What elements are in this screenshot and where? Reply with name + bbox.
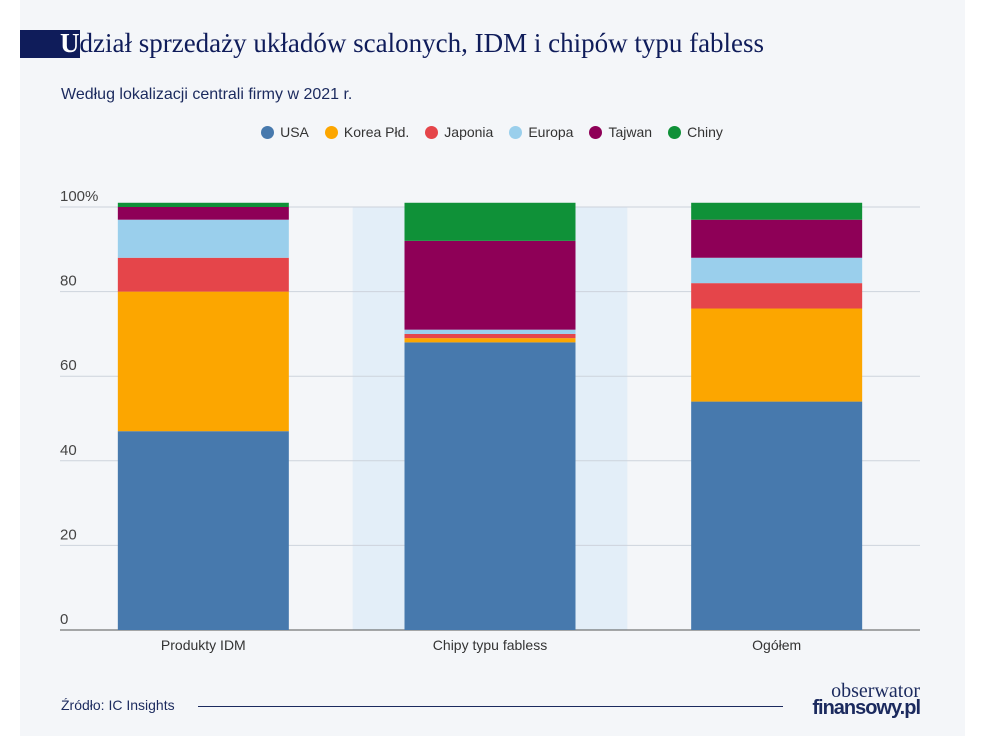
- bar-segment-japonia: [117, 257, 289, 292]
- y-tick-label: 20: [60, 526, 77, 543]
- bar-segment-korea-p-d-: [404, 338, 576, 343]
- bar-segment-tajwan: [404, 240, 576, 330]
- legend-label: Chiny: [687, 124, 723, 140]
- bar-segment-tajwan: [117, 207, 289, 220]
- legend-item: Europa: [509, 124, 573, 140]
- y-tick-label: 80: [60, 273, 77, 290]
- legend-label: Tajwan: [608, 124, 653, 140]
- legend-label: Japonia: [444, 124, 494, 140]
- legend-swatch: [509, 125, 523, 139]
- bar-segment-usa: [117, 431, 289, 630]
- legend-item: Chiny: [668, 124, 723, 140]
- bar-segment-europa: [117, 219, 289, 258]
- legend-item: Japonia: [425, 124, 493, 140]
- legend: USA Korea Płd. Japonia Europa Tajwan Chiny: [0, 124, 984, 140]
- legend-label: USA: [280, 124, 309, 140]
- legend-label: Korea Płd.: [343, 124, 410, 140]
- bar-segment-chiny: [404, 202, 576, 241]
- y-tick-label: 60: [60, 357, 77, 374]
- bar-segment-chiny: [691, 202, 863, 220]
- logo: obserwator finansowy.pl: [812, 680, 921, 719]
- legend-item: USA: [261, 124, 309, 140]
- bar-segment-europa: [404, 329, 576, 334]
- source-divider: [198, 706, 783, 707]
- legend-swatch: [589, 125, 603, 139]
- source-note: Źródło: IC Insights: [61, 697, 175, 713]
- legend-label: Europa: [528, 124, 574, 140]
- y-tick-label: 100%: [60, 188, 98, 205]
- legend-swatch: [324, 125, 338, 139]
- x-tick-label: Ogółem: [752, 637, 801, 653]
- legend-swatch: [668, 125, 682, 139]
- y-tick-label: 40: [60, 442, 77, 459]
- legend-item: Tajwan: [589, 124, 652, 140]
- title-accent: [20, 30, 80, 58]
- legend-swatch: [261, 125, 275, 139]
- x-tick-label: Chipy typu fabless: [433, 637, 547, 653]
- bar-segment-europa: [691, 257, 863, 284]
- legend-swatch: [425, 125, 439, 139]
- chart-subtitle: Według lokalizacji centrali firmy w 2021…: [61, 86, 353, 103]
- bar-segment-korea-p-d-: [117, 291, 289, 432]
- y-tick-label: 0: [60, 611, 68, 628]
- bar-segment-tajwan: [691, 219, 863, 258]
- bar-segment-korea-p-d-: [691, 308, 863, 402]
- chart-title: Udział sprzedaży układów scalonych, IDM …: [60, 28, 765, 58]
- legend-item: Korea Płd.: [324, 124, 410, 140]
- bar-segment-japonia: [404, 333, 576, 339]
- bar-segment-chiny: [117, 202, 289, 207]
- bar-segment-usa: [404, 342, 576, 630]
- bar-segment-usa: [691, 401, 863, 630]
- x-tick-label: Produkty IDM: [161, 637, 246, 653]
- bar-segment-japonia: [691, 283, 863, 309]
